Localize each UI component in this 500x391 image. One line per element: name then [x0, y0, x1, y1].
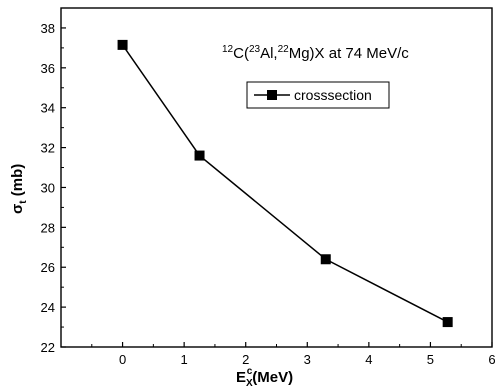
y-tick-label: 38 [41, 21, 55, 36]
y-tick-label: 36 [41, 61, 55, 76]
x-axis-title: EXc(MeV) [236, 366, 293, 389]
y-tick-label: 34 [41, 101, 55, 116]
x-tick-label: 6 [488, 352, 495, 367]
y-tick-label: 24 [41, 300, 55, 315]
x-tick-label: 4 [365, 352, 372, 367]
data-point-marker [442, 317, 453, 328]
x-tick-label: 5 [427, 352, 434, 367]
legend-marker-sample [267, 90, 277, 100]
x-tick-label: 1 [181, 352, 188, 367]
series-marker-layer [117, 39, 453, 328]
y-tick-label: 26 [41, 260, 55, 275]
y-tick-label: 30 [41, 180, 55, 195]
x-tick-label: 3 [304, 352, 311, 367]
series-line-layer [121, 44, 449, 323]
chart-annotation: 12C(23Al,22Mg)X at 74 MeV/c [222, 44, 409, 62]
x-tick-label: 0 [119, 352, 126, 367]
y-tick-label: 32 [41, 141, 55, 156]
data-point-marker [117, 39, 128, 50]
x-tick-label: 2 [242, 352, 249, 367]
y-tick-label: 22 [41, 340, 55, 355]
legend: crosssection [246, 81, 390, 109]
legend-label: crosssection [294, 87, 372, 103]
data-point-marker [320, 254, 331, 265]
y-axis-title: σt (mb) [9, 164, 29, 214]
series-line [121, 44, 449, 323]
y-tick-label: 28 [41, 220, 55, 235]
plot-frame [60, 7, 493, 348]
data-point-marker [194, 150, 205, 161]
